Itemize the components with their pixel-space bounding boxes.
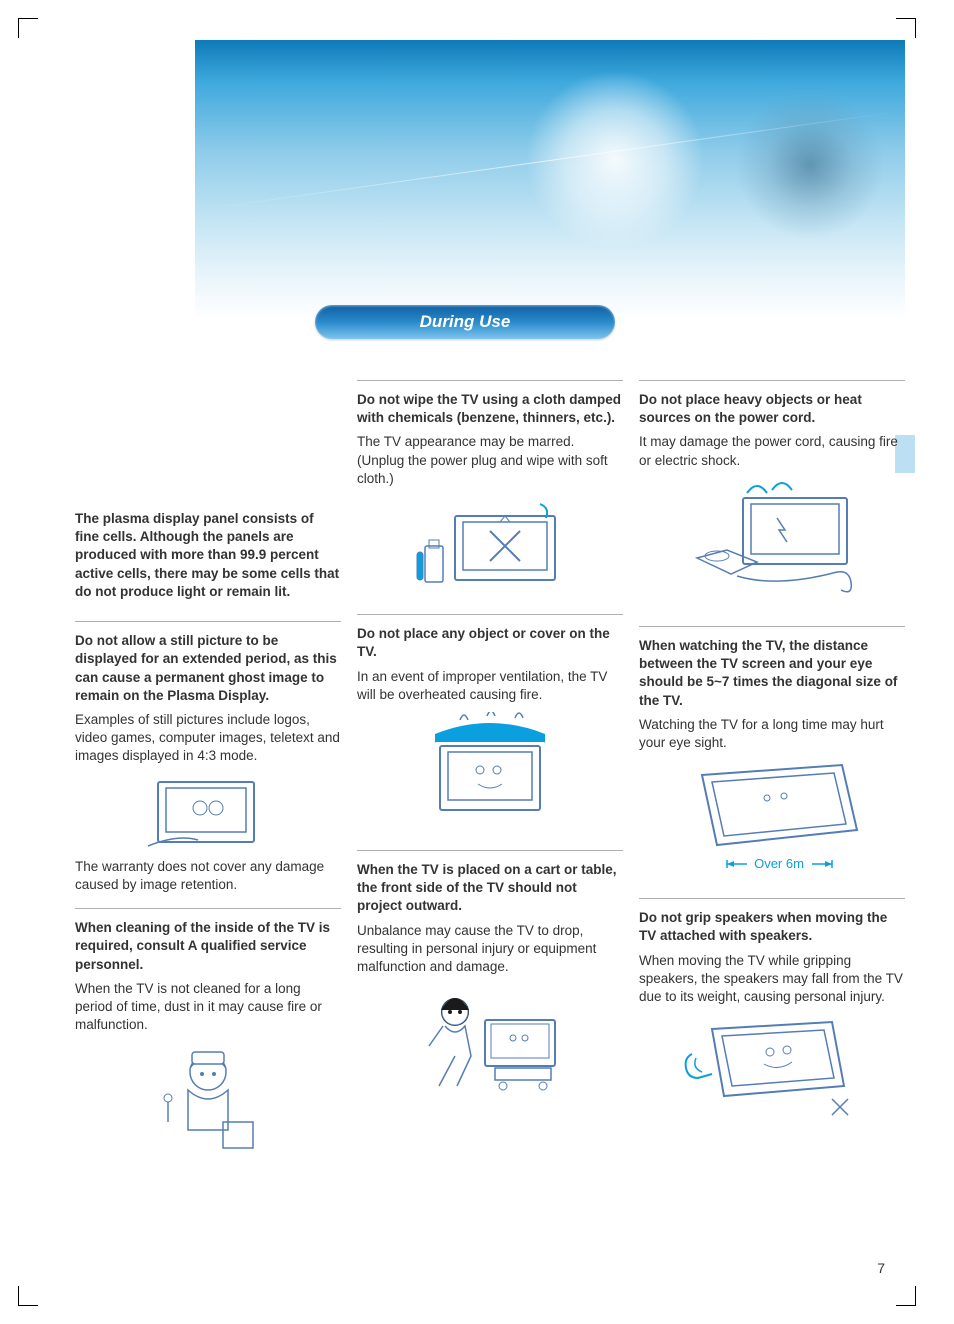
block-body: Examples of still pictures include logos…: [75, 711, 341, 766]
crop-mark: [18, 1286, 38, 1306]
section-title: During Use: [420, 312, 511, 332]
block-heading: When cleaning of the inside of the TV is…: [75, 919, 341, 974]
block-heading: The plasma display panel consists of fin…: [75, 510, 341, 601]
section-title-pill: During Use: [315, 305, 615, 339]
block-body: Unbalance may cause the TV to drop, resu…: [357, 922, 623, 977]
block-heading: Do not place heavy objects or heat sourc…: [639, 391, 905, 427]
no-chemicals-diagram: [357, 488, 623, 600]
block-body: When the TV is not cleaned for a long pe…: [75, 980, 341, 1035]
page: During Use The plasma display panel cons…: [55, 40, 905, 1290]
crop-mark: [896, 18, 916, 38]
block-heading: When the TV is placed on a cart or table…: [357, 861, 623, 916]
block-body: In an event of improper ventilation, the…: [357, 668, 623, 704]
info-block: Do not allow a still picture to be displ…: [75, 621, 341, 908]
block-body: Watching the TV for a long time may hurt…: [639, 716, 905, 752]
column-1: The plasma display panel consists of fin…: [75, 500, 341, 1180]
info-block: The plasma display panel consists of fin…: [75, 500, 341, 621]
info-block: When cleaning of the inside of the TV is…: [75, 908, 341, 1180]
page-number: 7: [877, 1260, 885, 1276]
block-heading: Do not place any object or cover on the …: [357, 625, 623, 661]
viewing-distance-diagram: Over 6m: [639, 752, 905, 884]
column-2: Do not wipe the TV using a cloth damped …: [357, 380, 623, 1180]
ghost-image-diagram: [75, 766, 341, 858]
distance-label: Over 6m: [754, 856, 804, 871]
block-body: When moving the TV while gripping speake…: [639, 952, 905, 1007]
dandelion-graphic: [525, 70, 705, 250]
block-heading: Do not wipe the TV using a cloth damped …: [357, 391, 623, 427]
info-block: Do not grip speakers when moving the TV …: [639, 898, 905, 1142]
info-block: Do not place heavy objects or heat sourc…: [639, 380, 905, 626]
service-person-diagram: [75, 1034, 341, 1166]
column-3: Do not place heavy objects or heat sourc…: [639, 380, 905, 1180]
block-body: It may damage the power cord, causing fi…: [639, 433, 905, 469]
info-block: When watching the TV, the distance betwe…: [639, 626, 905, 898]
block-heading: Do not allow a still picture to be displ…: [75, 632, 341, 705]
info-block: When the TV is placed on a cart or table…: [357, 850, 623, 1122]
block-after: The warranty does not cover any damage c…: [75, 858, 341, 894]
block-heading: Do not grip speakers when moving the TV …: [639, 909, 905, 945]
speaker-grip-diagram: [639, 1006, 905, 1128]
info-block: Do not place any object or cover on the …: [357, 614, 623, 850]
power-cord-diagram: [639, 470, 905, 612]
block-body: The TV appearance may be marred. (Unplug…: [357, 433, 623, 488]
content-columns: The plasma display panel consists of fin…: [75, 380, 905, 1180]
block-heading: When watching the TV, the distance betwe…: [639, 637, 905, 710]
hero-banner: [195, 40, 905, 320]
cart-balance-diagram: [357, 976, 623, 1108]
dandelion-graphic: [735, 90, 885, 240]
crop-mark: [18, 18, 38, 38]
info-block: Do not wipe the TV using a cloth damped …: [357, 380, 623, 614]
no-cover-diagram: [357, 704, 623, 836]
